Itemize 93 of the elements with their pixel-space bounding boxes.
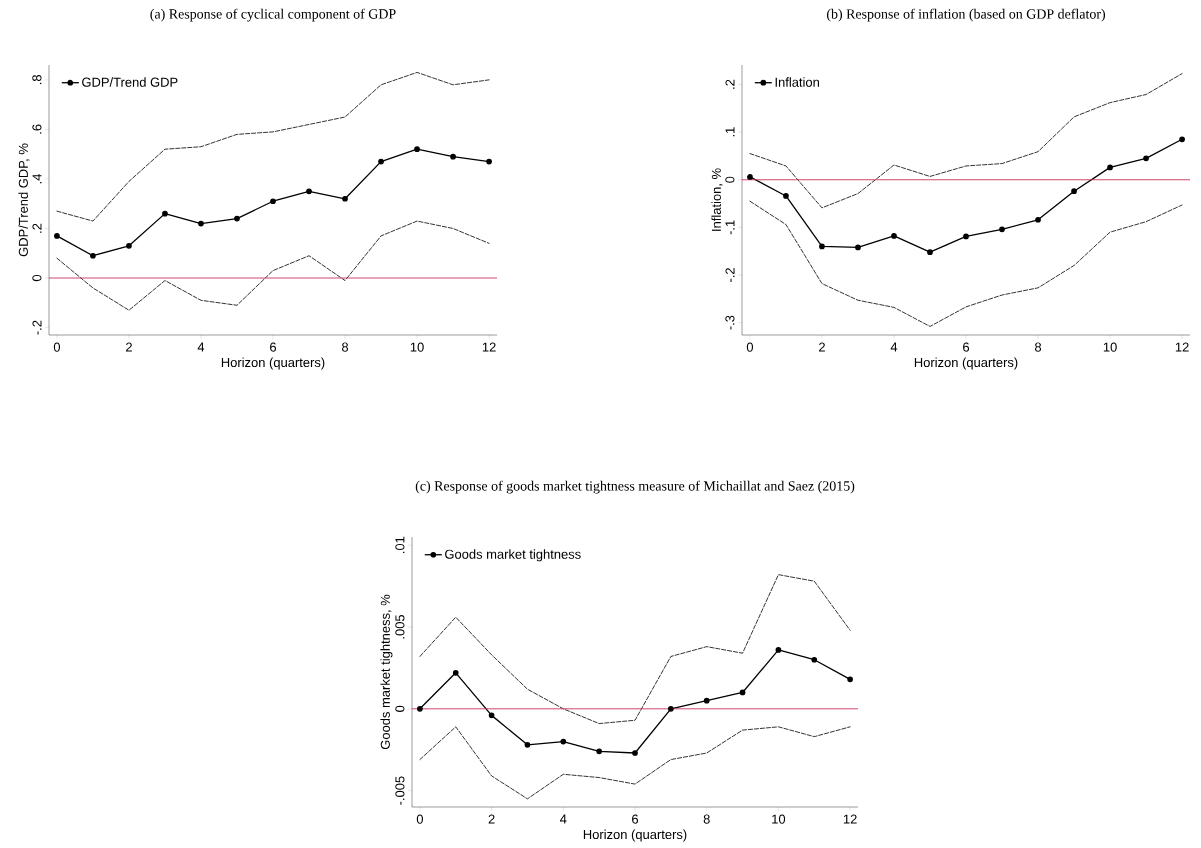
point	[488, 712, 495, 719]
point	[963, 233, 969, 240]
line-series	[419, 726, 851, 800]
x-tick-label: 12	[1175, 342, 1189, 352]
x-tick-label: 10	[772, 814, 786, 824]
x-tick-label: 0	[53, 342, 61, 352]
y-tick-label: .005	[395, 614, 405, 639]
x-tick-label: 10	[1103, 342, 1117, 352]
point	[90, 252, 96, 259]
point	[306, 188, 312, 195]
y-tick-label: 0	[32, 274, 42, 282]
point	[819, 243, 825, 250]
point	[198, 220, 204, 227]
y-tick-label: -.1	[725, 220, 735, 235]
x-tick-label: 4	[197, 342, 205, 352]
point	[596, 748, 603, 755]
point	[524, 741, 531, 748]
point	[1107, 164, 1113, 171]
point	[560, 738, 567, 745]
point	[270, 198, 276, 205]
y-axis-title: Goods market tightness, %	[380, 594, 393, 750]
point	[739, 689, 746, 696]
point	[1071, 188, 1077, 195]
x-axis-title: Horizon (quarters)	[221, 357, 325, 370]
x-tick-label: 4	[560, 814, 567, 824]
x-tick-label: 0	[416, 814, 423, 824]
x-tick-label: 6	[270, 342, 277, 352]
point	[452, 669, 459, 676]
x-axis-title: Horizon (quarters)	[583, 829, 687, 842]
point	[847, 676, 853, 683]
chart-title: (a) Response of cyclical component of GDP	[150, 8, 396, 22]
x-tick-label: 12	[482, 342, 496, 352]
chart-title: (b) Response of inflation (based on GDP deflator)	[826, 8, 1106, 22]
y-tick-label: .01	[395, 536, 405, 553]
point	[450, 153, 456, 160]
point	[891, 233, 897, 239]
y-axis-title: GDP/Trend GDP, %	[18, 143, 30, 257]
y-tick-label: -.2	[32, 320, 42, 335]
point	[417, 705, 423, 712]
point	[234, 215, 240, 222]
point	[783, 193, 789, 199]
x-tick-label: 8	[1035, 342, 1042, 352]
y-tick-label: .8	[32, 75, 42, 85]
point	[1179, 136, 1185, 143]
point	[486, 158, 492, 165]
y-tick-label: -.3	[725, 315, 735, 330]
y-tick-label: .2	[32, 223, 42, 233]
legend-label: Inflation	[775, 77, 819, 87]
point	[927, 249, 933, 255]
y-tick-label: -.2	[725, 268, 735, 282]
point	[342, 195, 348, 202]
y-tick-label: 0	[395, 705, 405, 712]
legend-label: GDP/Trend GDP	[82, 77, 178, 87]
line-series	[56, 220, 490, 311]
x-tick-label: 2	[819, 342, 825, 352]
y-axis-title: Inflation, %	[711, 168, 723, 231]
y-tick-label: .6	[32, 124, 42, 134]
point	[632, 750, 638, 756]
x-tick-label: 8	[703, 814, 710, 824]
point	[1035, 216, 1041, 223]
point	[54, 233, 60, 239]
point	[668, 705, 674, 712]
line-series	[419, 574, 851, 724]
legend-label: Goods market tightness	[445, 549, 581, 562]
point	[1143, 155, 1149, 162]
point	[999, 226, 1005, 233]
y-tick-label: .4	[32, 173, 42, 184]
y-tick-label: .1	[725, 127, 735, 137]
y-tick-label: -.005	[395, 776, 405, 805]
x-tick-label: 6	[963, 342, 970, 352]
x-tick-label: 12	[843, 814, 857, 824]
x-axis-title: Horizon (quarters)	[914, 357, 1018, 370]
x-tick-label: 0	[746, 342, 754, 352]
line-series	[749, 73, 1183, 209]
point	[703, 697, 710, 704]
point	[775, 647, 782, 653]
chart-title: (c) Response of goods market tightness measure of Michaillat and Saez (2015)	[415, 480, 855, 494]
point	[747, 174, 753, 180]
x-tick-label: 10	[410, 342, 424, 352]
x-tick-label: 8	[341, 342, 349, 352]
point	[126, 242, 132, 249]
y-tick-label: .2	[725, 79, 735, 89]
x-tick-label: 4	[890, 342, 898, 352]
x-tick-label: 6	[632, 814, 639, 824]
point	[855, 244, 861, 251]
point	[811, 656, 818, 663]
point	[162, 210, 168, 217]
x-tick-label: 2	[488, 814, 495, 824]
point	[378, 158, 384, 165]
line-series	[749, 200, 1183, 327]
point	[414, 146, 420, 153]
x-tick-label: 2	[126, 342, 132, 352]
y-tick-label: 0	[725, 176, 735, 183]
